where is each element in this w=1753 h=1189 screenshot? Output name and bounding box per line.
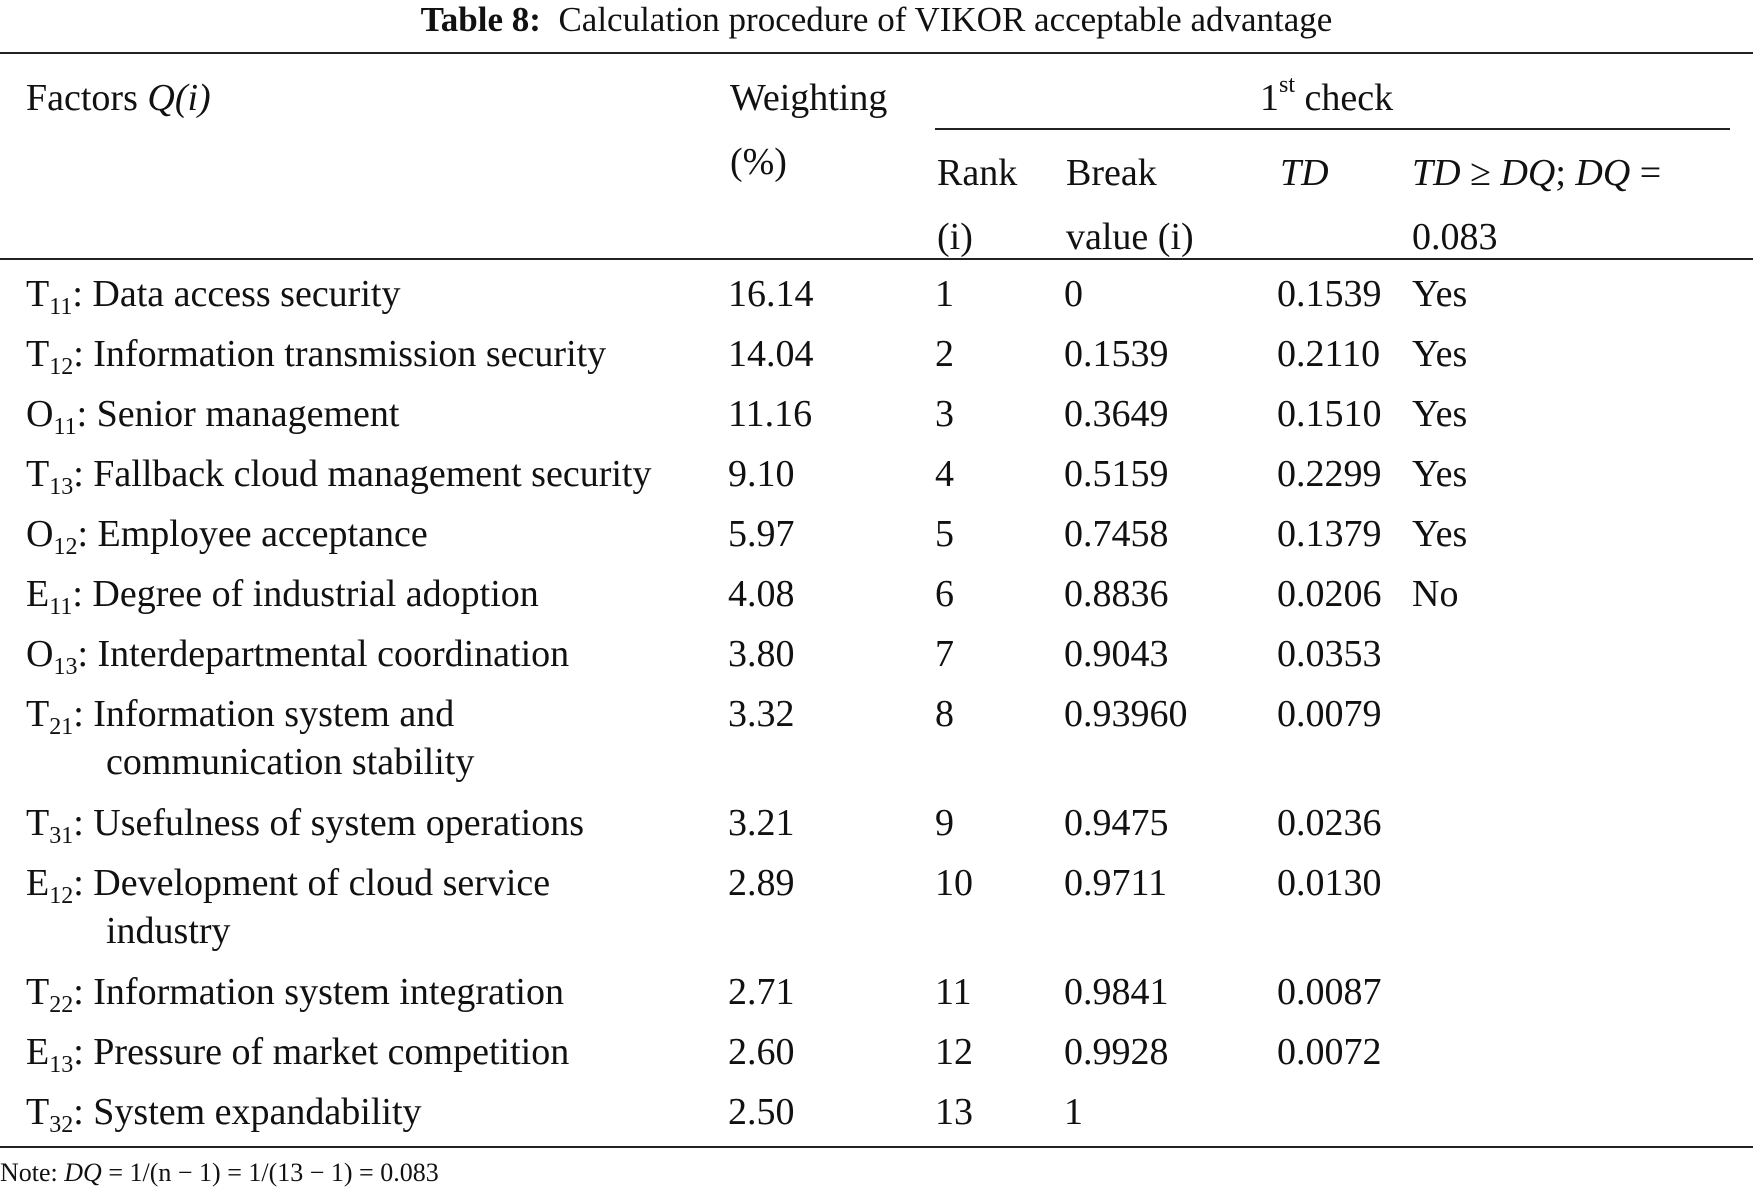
header-first-check: 1st check [1260,72,1394,119]
header-factors-symbol: Q(i) [147,77,211,119]
break-value-cell: 1 [1064,1091,1083,1133]
weight-cell: 2.60 [728,1031,795,1073]
bottom-rule [0,1146,1753,1148]
result-cell: Yes [1412,453,1468,495]
td-cell: 0.0206 [1277,573,1382,615]
rank-cell: 7 [935,633,954,675]
factor-cell: T21: Information system and communication… [26,693,475,783]
weight-cell: 11.16 [728,393,813,435]
rank-cell: 3 [935,393,954,435]
rank-cell: 12 [935,1031,973,1073]
break-value-cell: 0.1539 [1064,333,1169,375]
break-value-cell: 0.9475 [1064,802,1169,844]
table-note: Note: DQ = 1/(n − 1) = 1/(13 − 1) = 0.08… [0,1158,439,1187]
factor-cell: E13: Pressure of market competition [26,1031,570,1078]
break-value-cell: 0.9711 [1064,862,1168,904]
weight-cell: 3.32 [728,693,795,735]
header-td: TD [1280,152,1329,194]
td-cell: 0.0072 [1277,1031,1382,1073]
rank-cell: 5 [935,513,954,555]
factor-cell: O13: Interdepartmental coordination [26,633,570,680]
rank-cell: 9 [935,802,954,844]
header-rank: Rank (i) [937,152,1018,258]
header-rule [0,258,1753,260]
td-cell: 0.0353 [1277,633,1382,675]
factor-cell: T12: Information transmission security [26,333,607,380]
break-value-cell: 0.9841 [1064,971,1169,1013]
header-break-value: Break value (i) [1066,152,1194,258]
weight-cell: 2.50 [728,1091,795,1133]
td-cell: 0.0087 [1277,971,1382,1013]
break-value-cell: 0.3649 [1064,393,1169,435]
td-cell: 0.2110 [1277,333,1381,375]
result-cell: Yes [1412,333,1468,375]
weight-cell: 2.89 [728,862,795,904]
factor-cell: T22: Information system integration [26,971,564,1018]
table-caption-label: Table 8: [420,0,541,39]
weight-cell: 9.10 [728,453,795,495]
td-cell: 0.0130 [1277,862,1382,904]
header-check-suffix: st [1279,72,1296,98]
td-cell: 0.1510 [1277,393,1382,435]
rank-cell: 11 [935,971,972,1013]
rank-cell: 10 [935,862,973,904]
td-cell: 0.1379 [1277,513,1382,555]
factor-cell: T31: Usefulness of system operations [26,802,585,849]
header-factors: Factors Q(i) [26,77,211,119]
table-caption: Table 8: Calculation procedure of VIKOR … [0,0,1753,40]
break-value-cell: 0.5159 [1064,453,1169,495]
check-subrule [935,128,1730,130]
weight-cell: 14.04 [728,333,814,375]
rank-cell: 8 [935,693,954,735]
weight-cell: 5.97 [728,513,795,555]
factor-cell: T11: Data access security [26,273,401,320]
break-value-cell: 0 [1064,273,1083,315]
factor-cell: O12: Employee acceptance [26,513,428,560]
header-weighting: Weighting (%) [730,77,888,183]
td-cell: 0.0079 [1277,693,1382,735]
break-value-cell: 0.9928 [1064,1031,1169,1073]
result-cell: Yes [1412,513,1468,555]
factor-cell: E11: Degree of industrial adoption [26,573,539,620]
break-value-cell: 0.7458 [1064,513,1169,555]
break-value-cell: 0.8836 [1064,573,1169,615]
result-cell: Yes [1412,273,1468,315]
break-value-cell: 0.93960 [1064,693,1188,735]
rank-cell: 1 [935,273,954,315]
result-cell: Yes [1412,393,1468,435]
weight-cell: 4.08 [728,573,795,615]
top-rule [0,52,1753,54]
td-cell: 0.0236 [1277,802,1382,844]
td-cell: 0.1539 [1277,273,1382,315]
weight-cell: 16.14 [728,273,814,315]
rank-cell: 4 [935,453,954,495]
factor-cell: T32: System expandability [26,1091,422,1138]
weight-cell: 2.71 [728,971,795,1013]
td-cell: 0.2299 [1277,453,1382,495]
result-cell: No [1412,573,1459,615]
factor-cell: O11: Senior management [26,393,400,440]
weight-cell: 3.21 [728,802,795,844]
factor-cell: T13: Fallback cloud management security [26,453,652,500]
factor-cell: E12: Development of cloud service industr… [26,862,551,952]
table-caption-text: Calculation procedure of VIKOR acceptabl… [558,0,1333,39]
weight-cell: 3.80 [728,633,795,675]
rank-cell: 6 [935,573,954,615]
rank-cell: 13 [935,1091,973,1133]
rank-cell: 2 [935,333,954,375]
break-value-cell: 0.9043 [1064,633,1169,675]
header-condition: TD ≥ DQ; DQ = 0.083 [1412,152,1662,258]
